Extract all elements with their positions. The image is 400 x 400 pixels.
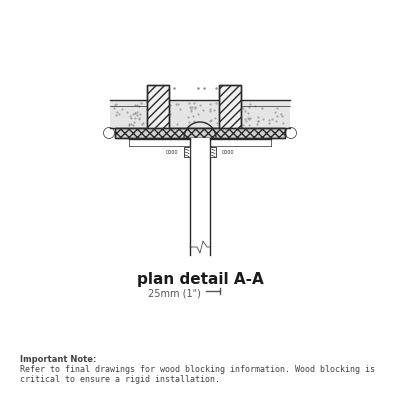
Bar	[184, 147, 190, 157]
Bar	[219, 85, 241, 130]
Text: plan detail A-A: plan detail A-A	[137, 272, 263, 287]
Bar	[115, 128, 285, 138]
Text: 25mm (1"): 25mm (1")	[148, 288, 201, 298]
Text: 0000: 0000	[166, 150, 178, 156]
Bar	[190, 138, 210, 255]
Bar	[210, 147, 216, 157]
Bar	[147, 85, 169, 130]
Bar	[115, 128, 285, 138]
Bar	[219, 85, 241, 130]
Text: Important Note:: Important Note:	[20, 355, 96, 364]
Bar	[147, 85, 169, 130]
Text: 0000: 0000	[222, 150, 234, 156]
Bar	[110, 100, 290, 128]
Text: Refer to final drawings for wood blocking information. Wood blocking is critical: Refer to final drawings for wood blockin…	[20, 365, 375, 384]
